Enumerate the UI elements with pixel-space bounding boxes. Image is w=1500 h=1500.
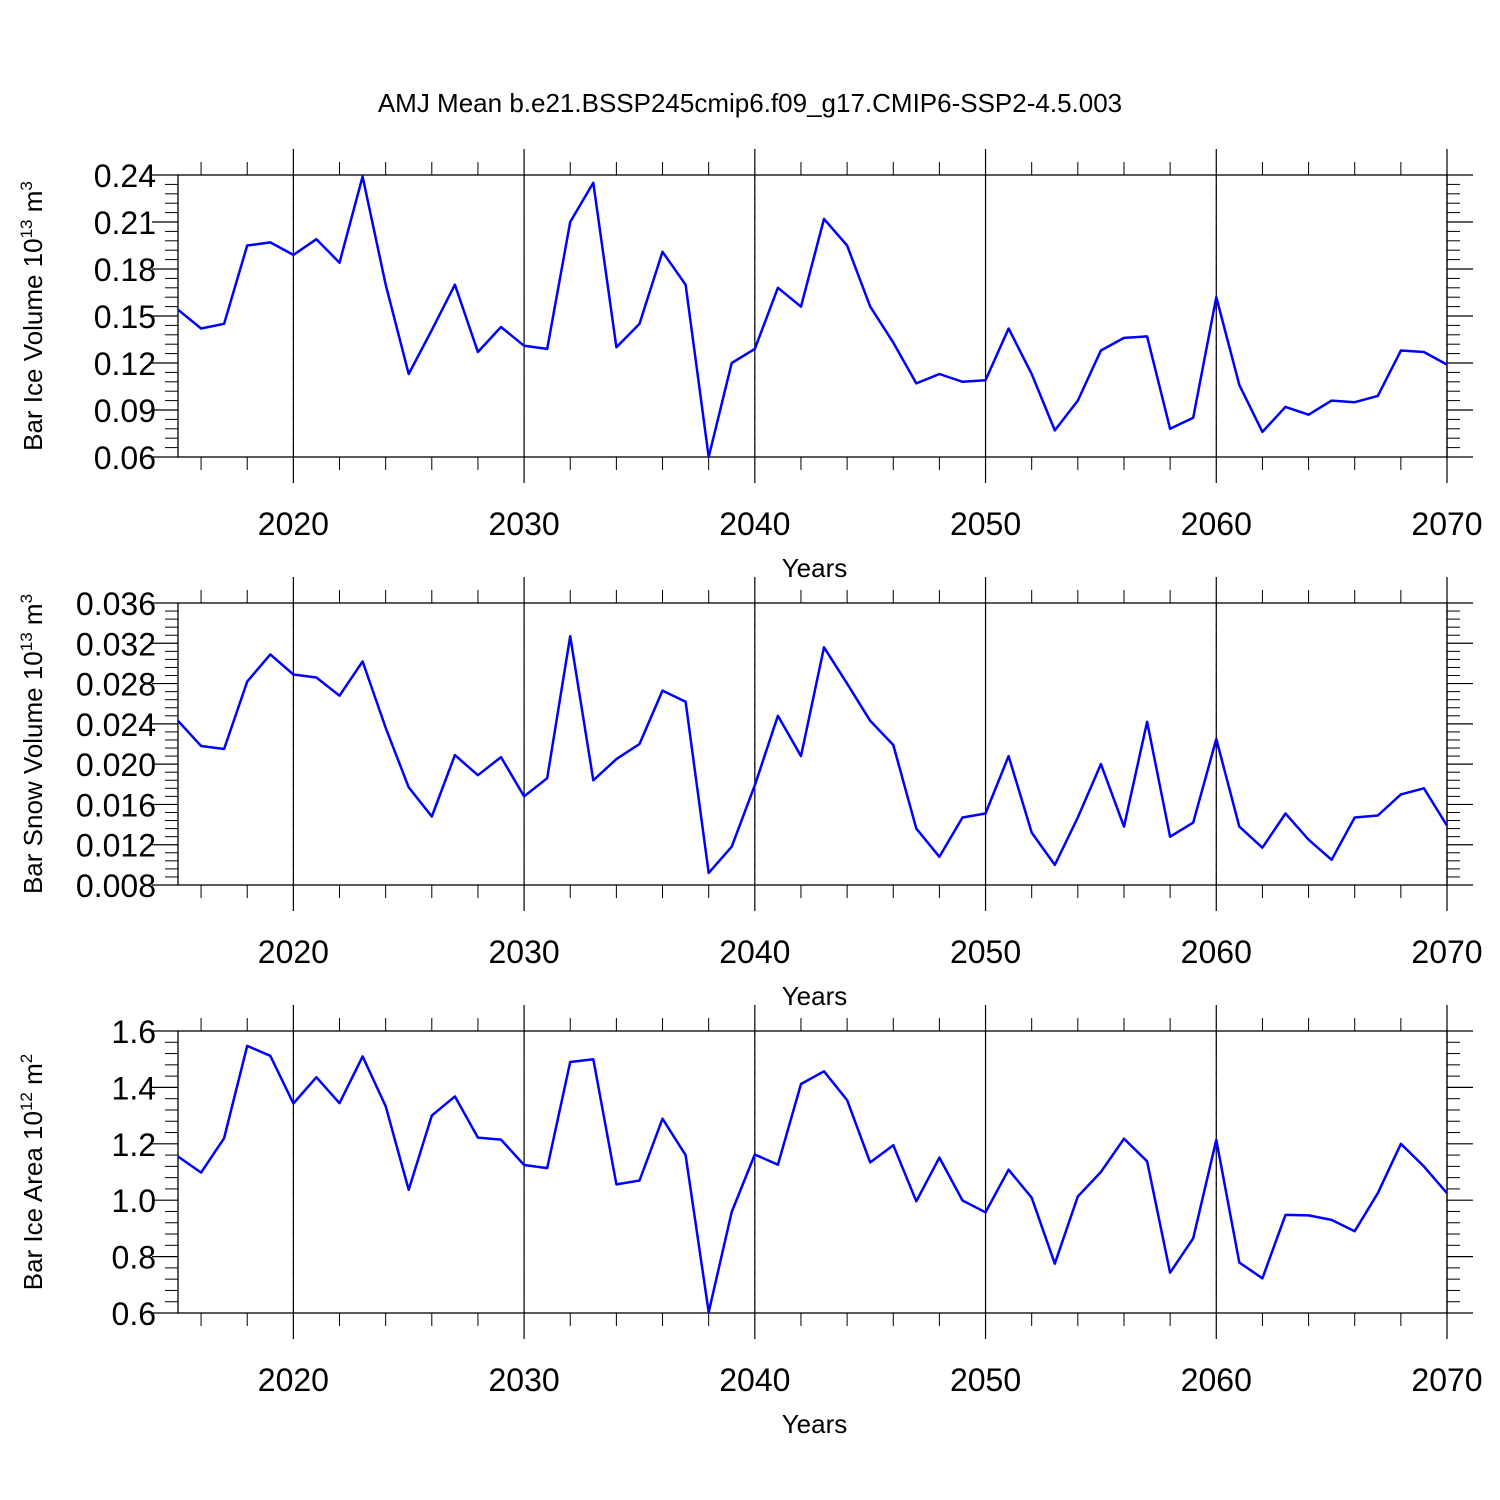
y-tick-labels: 0.06 0.09 0.12 0.15 0.18 0.21 0.24 xyxy=(94,158,156,476)
x-tick-label: 2060 xyxy=(1181,934,1252,970)
y-axis-label-exponent: 13 xyxy=(17,219,36,238)
y-tick-label: 0.012 xyxy=(76,828,156,864)
y-axis-label: Bar Snow Volume 1013 m3 xyxy=(17,594,48,894)
y-axis-label: Bar Ice Area 1012 m2 xyxy=(17,1054,48,1291)
tick-marks xyxy=(152,149,1473,483)
y-tick-labels: 0.008 0.012 0.016 0.020 0.024 0.028 0.032 0.036 xyxy=(76,586,156,904)
x-tick-label: 2060 xyxy=(1181,506,1252,542)
y-tick-label: 1.6 xyxy=(112,1014,156,1050)
x-axis-label: Years xyxy=(782,1409,848,1439)
y-tick-label: 1.0 xyxy=(112,1183,156,1219)
y-tick-label: 1.2 xyxy=(112,1127,156,1163)
y-axis-label-unit: m xyxy=(18,191,48,220)
y-tick-label: 0.6 xyxy=(112,1296,156,1332)
y-axis-label-unit: m xyxy=(18,603,48,632)
x-tick-labels: 2020 2030 2040 2050 2060 2070 xyxy=(258,934,1483,970)
y-tick-label: 0.21 xyxy=(94,205,156,241)
y-tick-label: 0.036 xyxy=(76,586,156,622)
x-axis-label: Years xyxy=(782,553,848,583)
y-tick-label: 1.4 xyxy=(112,1070,156,1106)
series-line xyxy=(177,1044,1448,1314)
x-axis-label: Years xyxy=(782,981,848,1011)
chart-title: AMJ Mean b.e21.BSSP245cmip6.f09_g17.CMIP… xyxy=(378,88,1122,118)
x-tick-label: 2040 xyxy=(719,1362,790,1398)
x-tick-label: 2070 xyxy=(1411,934,1482,970)
series-snow-volume xyxy=(177,634,1449,875)
panel-snow-volume: 0.008 0.012 0.016 0.020 0.024 0.028 0.032 0.036… xyxy=(17,577,1483,1011)
x-tick-label: 2070 xyxy=(1411,506,1482,542)
series-ice-volume xyxy=(177,175,1448,459)
y-tick-label: 0.18 xyxy=(94,252,156,288)
y-tick-label: 0.06 xyxy=(94,440,156,476)
panel-ice-area: 0.60.81.01.21.41.6 2020 2030 2040 2050 2060 2… xyxy=(17,1005,1483,1439)
x-tick-label: 2020 xyxy=(258,506,329,542)
y-tick-label: 0.24 xyxy=(94,158,156,194)
x-tick-labels: 2020 2030 2040 2050 2060 2070 xyxy=(258,506,1483,542)
x-tick-label: 2040 xyxy=(719,506,790,542)
x-tick-labels: 2020 2030 2040 2050 2060 2070 xyxy=(258,1362,1483,1398)
y-axis-label-main: Bar Ice Area 10 xyxy=(18,1111,48,1290)
y-axis-label-unit-exponent: 3 xyxy=(17,594,36,603)
series-line xyxy=(177,634,1449,875)
x-tick-label: 2050 xyxy=(950,506,1021,542)
x-tick-label: 2030 xyxy=(488,934,559,970)
tick-marks xyxy=(152,1005,1473,1339)
plot-frame xyxy=(177,1030,1448,1314)
y-axis-label-exponent: 12 xyxy=(17,1092,36,1111)
tick-marks xyxy=(152,577,1473,911)
y-axis-label-unit-exponent: 2 xyxy=(17,1054,36,1063)
y-tick-label: 0.008 xyxy=(76,868,156,904)
plot-frame xyxy=(177,174,1448,458)
series-ice-area xyxy=(177,1044,1448,1314)
y-axis-label-unit: m xyxy=(18,1063,48,1092)
x-tick-label: 2020 xyxy=(258,934,329,970)
y-tick-label: 0.024 xyxy=(76,707,156,743)
y-tick-labels: 0.6 0.8 1.0 1.2 1.4 1.6 xyxy=(112,1014,156,1332)
y-tick-label: 0.020 xyxy=(76,747,156,783)
panel-ice-volume: 0.06 0.09 0.12 0.15 0.18 0.21 0.24 2020 2030 204… xyxy=(17,149,1483,583)
x-tick-label: 2060 xyxy=(1181,1362,1252,1398)
y-axis-label-exponent: 13 xyxy=(17,632,36,651)
y-tick-label: 0.15 xyxy=(94,299,156,335)
y-tick-label: 0.12 xyxy=(94,346,156,382)
x-tick-label: 2050 xyxy=(950,934,1021,970)
x-tick-label: 2050 xyxy=(950,1362,1021,1398)
x-tick-label: 2070 xyxy=(1411,1362,1482,1398)
y-tick-label: 0.016 xyxy=(76,787,156,823)
y-axis-label-main: Bar Snow Volume 10 xyxy=(18,651,48,894)
series-line xyxy=(177,175,1448,459)
y-axis-label-main: Bar Ice Volume 10 xyxy=(18,238,48,450)
x-tick-label: 2020 xyxy=(258,1362,329,1398)
y-tick-label: 0.032 xyxy=(76,626,156,662)
x-tick-label: 2040 xyxy=(719,934,790,970)
x-tick-label: 2030 xyxy=(488,506,559,542)
y-tick-label: 0.028 xyxy=(76,667,156,703)
y-axis-label: Bar Ice Volume 1013 m3 xyxy=(17,181,48,451)
y-tick-label: 0.09 xyxy=(94,393,156,429)
x-tick-label: 2030 xyxy=(488,1362,559,1398)
y-tick-label: 0.8 xyxy=(112,1240,156,1276)
y-axis-label-unit-exponent: 3 xyxy=(17,181,36,190)
